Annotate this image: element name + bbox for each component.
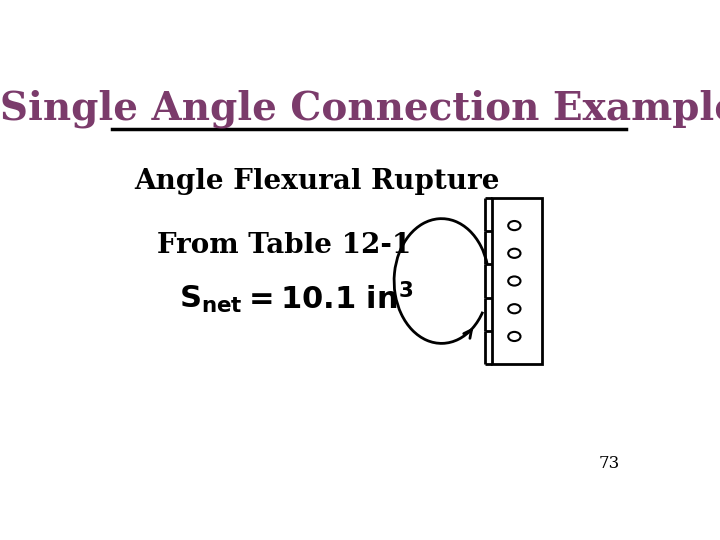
- Text: From Table 12-1: From Table 12-1: [157, 232, 411, 259]
- Text: $\mathbf{= 10.1\ in^3}$: $\mathbf{= 10.1\ in^3}$: [243, 284, 413, 316]
- Text: Single Angle Connection Example: Single Angle Connection Example: [0, 89, 720, 127]
- Text: $\mathbf{S}_{\mathbf{net}}$: $\mathbf{S}_{\mathbf{net}}$: [179, 284, 243, 315]
- Text: 73: 73: [599, 455, 620, 472]
- Bar: [492, 198, 542, 364]
- Text: Angle Flexural Rupture: Angle Flexural Rupture: [135, 168, 500, 195]
